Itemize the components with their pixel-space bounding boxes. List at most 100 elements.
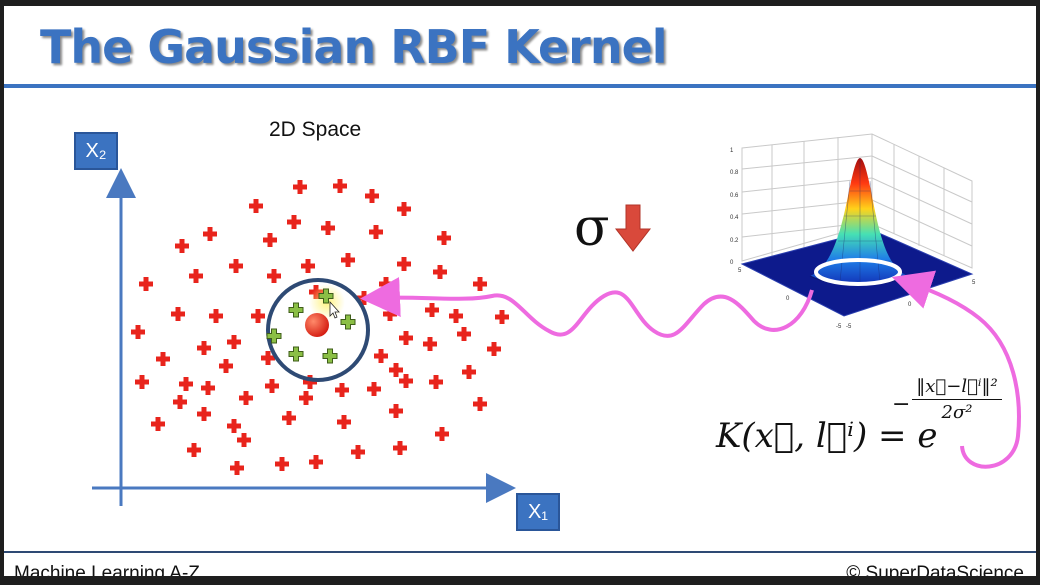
rbf-formula: K(x⃗, l⃗ⁱ) = e − ‖x⃗−l⃗ⁱ‖² 2σ²	[716, 376, 1002, 456]
slide: The Gaussian RBF Kernel	[4, 6, 1036, 576]
red-plus-point	[487, 342, 501, 356]
x1-axis-label: X₁	[516, 493, 560, 531]
formula-lhs: K(x⃗, l⃗ⁱ) = e	[716, 416, 938, 456]
mouse-cursor-icon	[329, 300, 340, 319]
red-plus-point	[321, 221, 335, 235]
red-plus-point	[389, 363, 403, 377]
red-plus-point	[429, 375, 443, 389]
red-plus-point	[156, 352, 170, 366]
red-plus-point	[265, 379, 279, 393]
sigma-symbol: σ	[574, 198, 610, 258]
red-plus-point	[473, 277, 487, 291]
red-plus-point	[175, 239, 189, 253]
x-tick-label: 0	[786, 296, 790, 302]
red-plus-point	[423, 337, 437, 351]
red-plus-point	[379, 277, 393, 291]
formula-denominator: 2σ²	[941, 402, 973, 423]
red-plus-point	[229, 259, 243, 273]
red-plus-point	[341, 253, 355, 267]
z-tick-label: 0.2	[730, 238, 739, 244]
red-plus-point	[151, 417, 165, 431]
red-plus-point	[219, 359, 233, 373]
red-plus-point	[197, 341, 211, 355]
red-plus-point	[369, 225, 383, 239]
red-plus-point	[209, 309, 223, 323]
formula-numerator: ‖x⃗−l⃗ⁱ‖²	[912, 376, 1002, 400]
red-plus-point	[275, 457, 289, 471]
red-plus-point	[399, 331, 413, 345]
x2-axis-label: X₂	[74, 132, 118, 170]
red-plus-point	[351, 445, 365, 459]
red-plus-point	[393, 441, 407, 455]
footer-course-title: Machine Learning A-Z	[14, 563, 200, 576]
z-tick-label: 0.6	[730, 193, 739, 199]
landmark-point	[305, 313, 329, 337]
red-plus-point	[203, 227, 217, 241]
wavy-arrow	[360, 277, 814, 338]
y-tick-label: 5	[972, 280, 976, 286]
red-plus-point	[301, 259, 315, 273]
red-plus-point	[462, 365, 476, 379]
z-tick-label: 0	[730, 260, 734, 266]
red-plus-point	[237, 433, 251, 447]
red-plus-point	[337, 415, 351, 429]
red-plus-point	[263, 233, 277, 247]
red-plus-point	[333, 179, 347, 193]
green-plus-point	[288, 302, 304, 318]
red-plus-point	[179, 377, 193, 391]
formula-minus-sign: −	[892, 392, 911, 417]
red-plus-point	[397, 202, 411, 216]
red-plus-point	[139, 277, 153, 291]
slide-title: The Gaussian RBF Kernel	[40, 20, 668, 74]
red-plus-point	[389, 404, 403, 418]
curved-arrow	[891, 270, 1021, 469]
red-plus-point	[399, 374, 413, 388]
red-plus-point	[365, 189, 379, 203]
red-plus-point	[449, 309, 463, 323]
red-plus-point	[293, 180, 307, 194]
red-plus-point	[437, 231, 451, 245]
red-plus-point	[251, 309, 265, 323]
red-plus-point	[495, 310, 509, 324]
green-plus-point	[288, 346, 304, 362]
red-plus-point	[282, 411, 296, 425]
formula-exponent: ‖x⃗−l⃗ⁱ‖² 2σ²	[912, 376, 1002, 423]
red-plus-point	[187, 443, 201, 457]
red-plus-point	[189, 269, 203, 283]
footer-copyright: © SuperDataScience	[846, 563, 1024, 576]
red-plus-point	[135, 375, 149, 389]
red-plus-point	[383, 307, 397, 321]
x-tick-label: -5	[836, 324, 842, 330]
red-plus-point	[335, 383, 349, 397]
sigma-down-arrow	[614, 204, 652, 252]
red-plus-point	[435, 427, 449, 441]
red-plus-point	[227, 419, 241, 433]
green-plus-point	[340, 314, 356, 330]
y-tick-label: -5	[846, 324, 852, 330]
red-plus-point	[397, 257, 411, 271]
y-tick-label: 0	[908, 302, 912, 308]
red-plus-point	[227, 335, 241, 349]
red-plus-point	[433, 265, 447, 279]
red-plus-point	[299, 391, 313, 405]
title-divider	[4, 84, 1036, 88]
red-plus-point	[457, 327, 471, 341]
red-plus-point	[473, 397, 487, 411]
red-plus-point	[197, 407, 211, 421]
landmark-circle	[266, 278, 370, 382]
space-caption: 2D Space	[269, 118, 362, 141]
z-tick-label: 0.8	[730, 170, 739, 176]
red-plus-point	[287, 215, 301, 229]
red-plus-point	[131, 325, 145, 339]
red-plus-point	[201, 381, 215, 395]
red-plus-point	[171, 307, 185, 321]
red-plus-point	[239, 391, 253, 405]
x-tick-label: 5	[738, 268, 742, 274]
red-plus-point	[249, 199, 263, 213]
red-plus-point	[267, 269, 281, 283]
red-plus-point	[173, 395, 187, 409]
red-plus-point	[425, 303, 439, 317]
red-plus-point	[374, 349, 388, 363]
red-plus-point	[309, 455, 323, 469]
